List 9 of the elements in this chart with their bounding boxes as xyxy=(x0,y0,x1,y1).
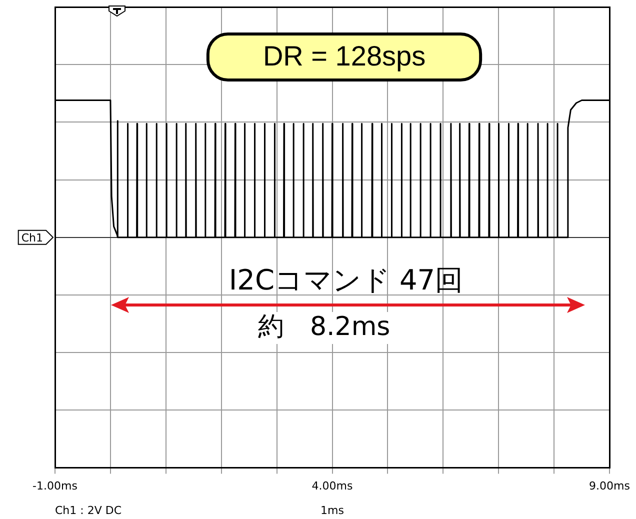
x-tick-label: 4.00ms xyxy=(312,479,353,492)
x-tick-label: 9.00ms xyxy=(589,479,630,492)
text: DR = 128sps xyxy=(262,40,426,72)
text: 約 8.2ms xyxy=(258,312,390,342)
text: Ch1 : 2V DC xyxy=(55,504,122,517)
text: I2Cコマンド 47回 xyxy=(228,263,464,296)
x-tick-label: -1.00ms xyxy=(32,479,78,492)
text: 1ms xyxy=(320,504,344,517)
text: Ch1 xyxy=(21,231,44,244)
